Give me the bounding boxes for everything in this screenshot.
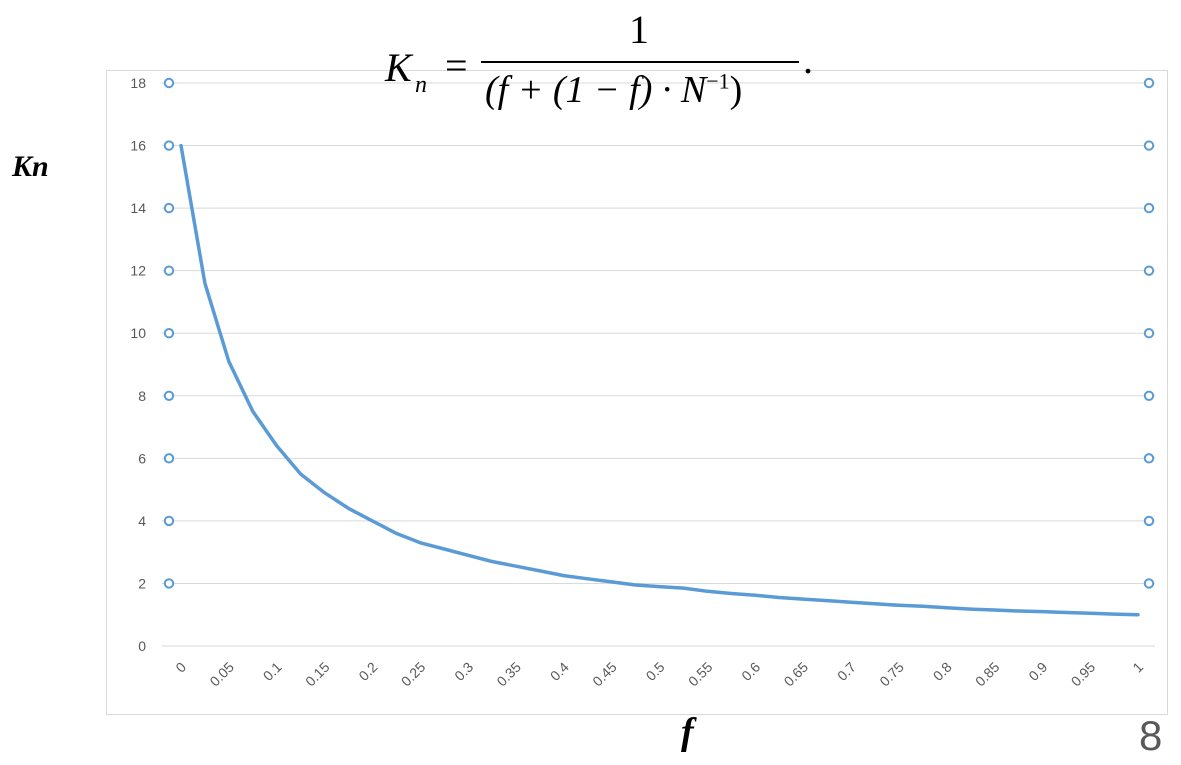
x-tick-label: 0.6 (738, 659, 763, 684)
x-tick-label: 0.5 (643, 659, 668, 684)
right-axis-marker (1143, 453, 1155, 464)
x-tick-label: 1 (1129, 659, 1146, 676)
x-tick-label: 0.45 (589, 659, 620, 690)
left-axis-marker (163, 453, 175, 464)
x-tick-label: 0.25 (398, 659, 429, 690)
y-tick-label: 12 (130, 263, 146, 279)
formula-denominator: (f + (1 − f) · N−1) (485, 68, 742, 112)
x-tick-label: 0.05 (206, 659, 237, 690)
left-axis-marker (163, 265, 175, 276)
kn-series-line (179, 143, 1140, 617)
y-tick-label: 16 (130, 138, 146, 154)
y-tick-label: 2 (138, 575, 146, 591)
left-axis-marker (163, 77, 175, 89)
y-tick-label: 6 (138, 450, 146, 466)
x-tick-label: 0.8 (930, 659, 955, 684)
right-axis-marker (1143, 515, 1155, 527)
left-axis-marker (163, 578, 175, 589)
y-tick-label: 14 (130, 200, 146, 216)
y-tick-label: 8 (138, 388, 146, 404)
x-axis-label: f (681, 711, 694, 753)
x-tick-label: 0.95 (1068, 659, 1099, 690)
formula-denominator-close: ) (729, 69, 743, 111)
left-axis-marker (163, 328, 175, 339)
kn-formula: K n = 1 (f + (1 − f) · N−1) . (385, 6, 815, 116)
x-tick-label: 0.55 (685, 659, 716, 690)
right-axis-marker (1143, 140, 1155, 151)
y-tick-label: 10 (130, 325, 146, 341)
x-tick-label: 0.75 (876, 659, 907, 690)
x-tick-label: 0.9 (1025, 659, 1050, 684)
left-axis-marker (163, 202, 175, 214)
x-tick-label: 0.15 (302, 659, 333, 690)
left-axis-marker (163, 515, 175, 527)
left-axis-marker (163, 140, 175, 151)
right-axis-marker (1143, 77, 1155, 89)
formula-equals: = (445, 43, 468, 88)
y-tick-label: 0 (138, 638, 146, 654)
right-axis-marker (1143, 328, 1155, 339)
x-tick-label: 0.85 (972, 659, 1003, 690)
right-axis-marker (1143, 578, 1155, 589)
slide-number: 8 (1139, 712, 1163, 759)
formula-denominator-main: (f + (1 − f) · N (485, 69, 707, 111)
formula-exponent: −1 (706, 68, 730, 94)
x-tick-label: 0.4 (547, 659, 572, 684)
left-axis-marker (163, 390, 175, 401)
formula-lhs-subscript: n (415, 72, 427, 98)
x-tick-label: 0.3 (451, 659, 476, 684)
formula-fraction-bar (481, 61, 799, 63)
formula-numerator: 1 (629, 7, 649, 52)
y-tick-label: 4 (138, 513, 146, 529)
formula-lhs: K (385, 45, 412, 90)
y-axis-label: Kn (12, 150, 49, 183)
x-tick-label: 0.1 (260, 659, 285, 684)
right-axis-marker (1143, 202, 1155, 214)
chart-area (106, 70, 1168, 715)
x-tick-label: 0.35 (493, 659, 524, 690)
x-tick-label: 0 (172, 659, 189, 676)
x-tick-label: 0.7 (834, 659, 859, 684)
y-tick-label: 18 (130, 75, 146, 91)
x-tick-label: 0.2 (355, 659, 380, 684)
x-tick-label: 0.65 (781, 659, 812, 690)
formula-period: . (803, 37, 813, 82)
right-axis-marker (1143, 390, 1155, 401)
right-axis-marker (1143, 265, 1155, 276)
